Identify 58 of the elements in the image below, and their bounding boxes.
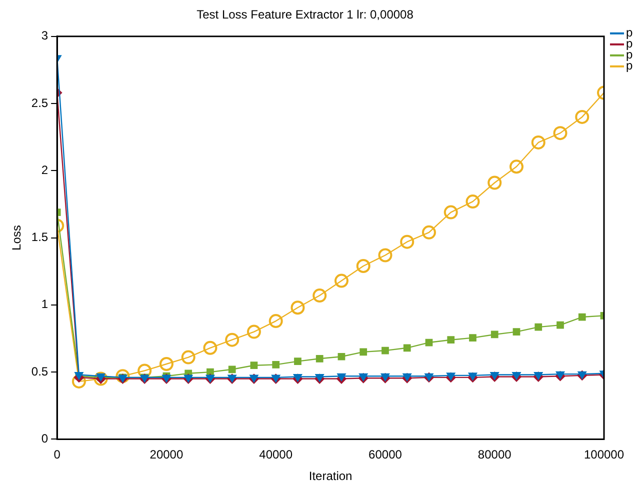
point [509,160,524,174]
point [466,194,480,209]
y-tick-label: 0 [41,432,48,446]
point [72,374,86,388]
x-tick-label: 20000 [150,448,184,462]
point [356,258,370,273]
y-tick-label: 1.5 [31,230,48,244]
point [268,314,283,328]
point [425,338,433,346]
x-tick-label: 60000 [368,448,402,462]
x-tick-label: 40000 [259,448,293,462]
point [334,274,348,288]
point [338,352,346,360]
point [228,366,236,374]
legend-label: p [626,26,633,40]
point [447,336,455,344]
y-tick-label: 3 [41,28,48,43]
point [512,328,520,336]
point [250,362,258,370]
point [382,346,389,354]
point [490,330,498,338]
x-tick-label: 80000 [478,448,512,462]
point [444,205,458,220]
point [312,288,327,303]
y-tick-label: 2 [41,162,48,177]
x-axis-title: Iteration [308,469,352,484]
point [556,321,564,329]
point [553,126,568,140]
point [575,110,590,124]
point [246,324,261,339]
x-tick-label: 0 [54,448,61,462]
point [534,323,542,331]
point [531,135,546,150]
y-tick-label: 1 [41,297,48,312]
point [159,357,174,372]
y-tick-label: 0.5 [31,364,48,378]
point [422,225,436,240]
point [203,340,218,355]
y-tick-label: 2.5 [31,96,48,110]
point [378,248,392,262]
point [290,300,305,315]
point [294,358,302,366]
x-tick-label: 100000 [584,448,624,462]
point [225,332,240,347]
point [469,334,476,342]
point [272,361,280,368]
point [316,354,324,362]
y-axis-title: Loss [10,225,24,250]
point [400,234,414,249]
point [138,364,152,378]
point [360,348,368,356]
point [403,344,411,352]
point [181,350,196,364]
point [116,369,130,384]
point [488,176,502,190]
chart-title: Test Loss Feature Extractor 1 lr: 0,00008 [196,8,414,22]
point [578,313,586,321]
point [337,373,346,382]
